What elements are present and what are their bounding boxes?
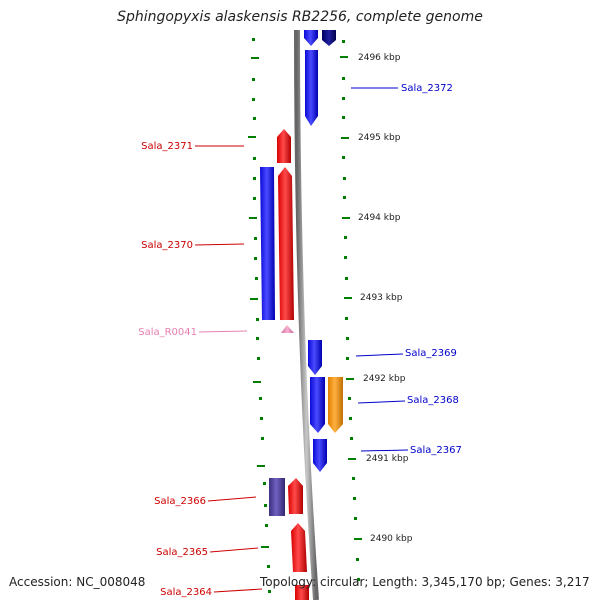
label-sala-2364[interactable]: Sala_2364 xyxy=(160,587,212,598)
gene-sala-2370[interactable] xyxy=(278,167,294,320)
label-sala-r0041[interactable]: Sala_R0041 xyxy=(138,327,197,338)
gene-orange-feature[interactable] xyxy=(328,377,343,433)
tick-label-2491: 2491 kbp xyxy=(366,454,409,464)
label-sala-2369[interactable]: Sala_2369 xyxy=(405,348,457,359)
gene-sala-2369[interactable] xyxy=(308,340,322,375)
gene-top-navy[interactable] xyxy=(322,30,336,46)
label-sala-2365[interactable]: Sala_2365 xyxy=(156,547,208,558)
gene-purple-feature[interactable] xyxy=(269,478,285,516)
gene-blue-minus[interactable] xyxy=(260,167,275,320)
gene-sala-2364[interactable] xyxy=(295,585,309,600)
gene-sala-r0041[interactable] xyxy=(281,325,294,333)
tick-label-2494: 2494 kbp xyxy=(358,213,401,223)
tick-label-2496: 2496 kbp xyxy=(358,53,401,63)
gene-top-blue[interactable] xyxy=(304,30,318,46)
tick-label-2493: 2493 kbp xyxy=(360,293,403,303)
label-sala-2366[interactable]: Sala_2366 xyxy=(154,496,206,507)
leader-lines xyxy=(194,87,409,593)
label-sala-2368[interactable]: Sala_2368 xyxy=(407,395,459,406)
map-title: Sphingopyxis alaskensis RB2256, complete… xyxy=(117,9,483,25)
tick-label-2490: 2490 kbp xyxy=(370,534,413,544)
left-tick-column xyxy=(248,38,271,593)
genome-summary-text: Topology: circular; Length: 3,345,170 bp… xyxy=(260,575,590,589)
gene-sala-2368[interactable] xyxy=(310,377,325,433)
gene-sala-2372[interactable] xyxy=(305,50,318,126)
tick-label-2492: 2492 kbp xyxy=(363,374,406,384)
gene-sala-2367[interactable] xyxy=(313,439,327,472)
label-sala-2370[interactable]: Sala_2370 xyxy=(141,240,193,251)
accession-text: Accession: NC_008048 xyxy=(9,575,146,589)
gene-sala-2366[interactable] xyxy=(288,478,303,514)
right-tick-column xyxy=(340,40,362,581)
tick-label-2495: 2495 kbp xyxy=(358,133,401,143)
label-sala-2367[interactable]: Sala_2367 xyxy=(410,445,462,456)
label-sala-2371[interactable]: Sala_2371 xyxy=(141,141,193,152)
label-sala-2372[interactable]: Sala_2372 xyxy=(401,83,453,94)
gene-sala-2371[interactable] xyxy=(277,129,291,163)
genome-backbone xyxy=(294,29,319,600)
gene-sala-2365[interactable] xyxy=(291,523,307,572)
